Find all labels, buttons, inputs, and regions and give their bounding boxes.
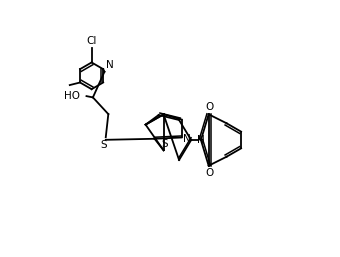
Text: O: O — [206, 102, 214, 112]
Text: N: N — [183, 134, 191, 144]
Text: N: N — [197, 135, 205, 145]
Text: Cl: Cl — [86, 36, 97, 46]
Text: S: S — [100, 140, 106, 150]
Text: O: O — [206, 168, 214, 178]
Text: N: N — [106, 60, 114, 70]
Text: HO: HO — [64, 91, 80, 101]
Text: S: S — [162, 139, 168, 149]
